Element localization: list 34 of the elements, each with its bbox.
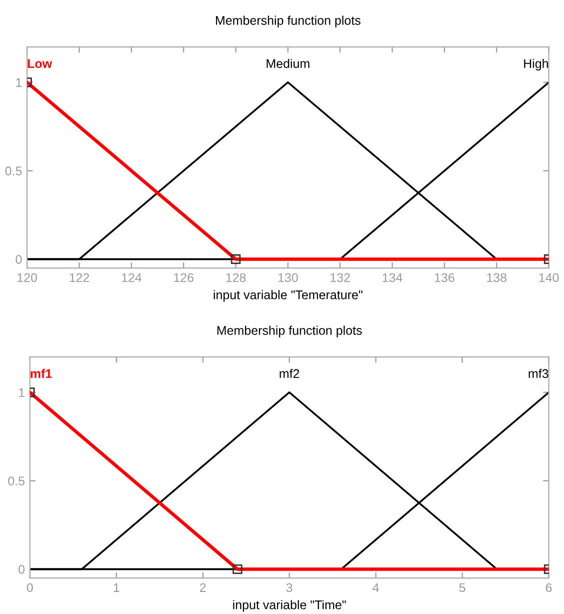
series-label: mf3: [528, 368, 548, 378]
x-axis-title: input variable "Temerature": [214, 290, 362, 302]
y-tick-label: 0: [16, 254, 22, 264]
chart-title: Membership function plots: [216, 16, 360, 28]
x-tick-label: 2: [200, 583, 206, 592]
series-label: Medium: [266, 58, 310, 68]
x-tick-label: 140: [539, 273, 559, 282]
x-tick-label: 6: [546, 583, 552, 592]
x-tick-label: 5: [459, 583, 466, 592]
series-label: Low: [28, 59, 52, 68]
chart-title: Membership function plots: [217, 326, 362, 338]
x-tick-label: 134: [382, 273, 402, 282]
x-tick-label: 128: [226, 273, 246, 282]
series-label: High: [524, 58, 548, 70]
x-tick-label: 1: [114, 583, 120, 592]
x-tick-label: 124: [122, 273, 142, 282]
x-tick-label: 138: [487, 273, 506, 282]
x-tick-label: 122: [70, 273, 90, 282]
x-tick-label: 136: [434, 273, 454, 282]
x-tick-label: 4: [372, 583, 379, 592]
x-tick-label: 130: [278, 273, 298, 282]
x-tick-label: 126: [174, 273, 194, 282]
x-tick-label: 3: [286, 583, 292, 592]
x-tick-label: 120: [18, 273, 38, 282]
series-label: mf1: [30, 368, 52, 378]
series-label: mf2: [280, 368, 300, 378]
y-tick-label: 0.5: [8, 476, 25, 486]
y-tick-label: 1: [19, 388, 24, 397]
y-tick-label: 0.5: [5, 166, 22, 176]
x-tick-label: 0: [26, 583, 33, 592]
x-axis-title: input variable "Time": [233, 600, 346, 612]
y-tick-label: 1: [16, 78, 22, 87]
y-tick-label: 0: [18, 564, 25, 574]
x-tick-label: 132: [330, 273, 350, 282]
